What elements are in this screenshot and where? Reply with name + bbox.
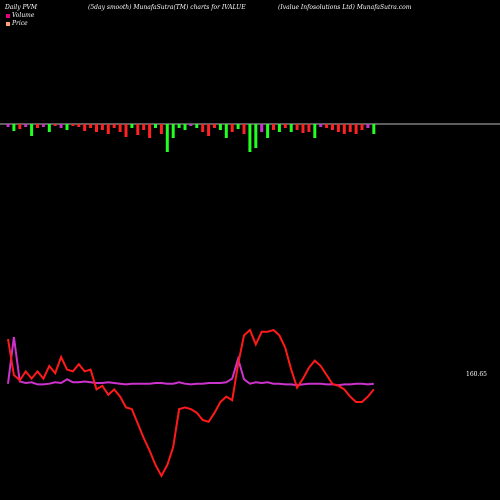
volume-bar (6, 124, 10, 127)
volume-bar (142, 124, 146, 130)
volume-bar (195, 124, 199, 128)
volume-bar (295, 124, 299, 130)
volume-bar (95, 124, 98, 132)
volume-bar (360, 124, 364, 130)
volume-bar (348, 124, 352, 132)
volume-bar (183, 124, 187, 130)
volume-bar (47, 124, 51, 132)
chart-header-center: (5day smooth) MunafaSutra(TM) charts for… (88, 4, 246, 11)
volume-bar (118, 124, 122, 132)
volume-bar (106, 124, 110, 134)
volume-bar (313, 124, 317, 138)
volume-bar (65, 124, 69, 130)
volume-bar (366, 124, 370, 128)
volume-bar (307, 124, 311, 132)
volume-bar (201, 124, 205, 132)
legend-volume-label: Volume (12, 12, 35, 19)
volume-bar (77, 124, 81, 127)
volume-bar (224, 124, 228, 138)
volume-bar (177, 124, 181, 128)
volume-bar (342, 124, 346, 134)
volume-bar (354, 124, 358, 134)
legend-price-label: Price (12, 20, 28, 27)
volume-bar (277, 124, 281, 132)
volume-bar (372, 124, 376, 134)
volume-bar (336, 124, 340, 132)
volume-bar (154, 124, 157, 128)
pvm-line (7, 336, 374, 387)
volume-bar (218, 124, 222, 130)
volume-bar (242, 124, 246, 134)
volume-bar (136, 124, 140, 135)
volume-bar (36, 124, 39, 128)
legend-volume-swatch (6, 13, 10, 18)
volume-bar (331, 124, 334, 130)
volume-bar (41, 124, 45, 127)
volume-bar (266, 124, 270, 138)
volume-bar (289, 124, 293, 132)
volume-bar (272, 124, 275, 130)
last-price-label: 160.65 (466, 371, 487, 378)
price-line (7, 328, 375, 478)
volume-bar (112, 124, 116, 128)
volume-bar (148, 124, 152, 138)
volume-bar (236, 124, 240, 129)
volume-bar (124, 124, 128, 137)
volume-bar (30, 124, 34, 136)
volume-bar (230, 124, 234, 132)
legend-price: Price (6, 20, 28, 27)
volume-bar (283, 124, 287, 128)
volume-bar (301, 124, 305, 133)
volume-bar (130, 124, 134, 128)
volume-bar (159, 124, 163, 134)
volume-bar (18, 124, 22, 129)
volume-bar (213, 124, 216, 128)
volume-bar (325, 124, 329, 128)
volume-bar (12, 124, 16, 131)
volume-bar (207, 124, 211, 136)
chart-header-left: Daily PVM (5, 4, 38, 11)
volume-bar (71, 124, 75, 126)
volume-bar (189, 124, 193, 126)
volume-bar (248, 124, 252, 152)
volume-bar (24, 124, 28, 127)
volume-bar (59, 124, 63, 128)
volume-bar (83, 124, 87, 131)
volume-bar (171, 124, 175, 138)
volume-bar (165, 124, 169, 152)
volume-bar (89, 124, 93, 128)
legend-price-swatch (6, 21, 10, 26)
volume-bars (6, 124, 376, 152)
legend-volume: Volume (6, 12, 34, 19)
volume-bar (53, 124, 57, 126)
volume-bar (319, 124, 323, 127)
volume-bar (260, 124, 264, 132)
volume-bar (254, 124, 258, 148)
volume-bar (100, 124, 104, 130)
chart-header-right: (Ivalue Infosolutions Ltd) MunafaSutra.c… (278, 4, 412, 11)
